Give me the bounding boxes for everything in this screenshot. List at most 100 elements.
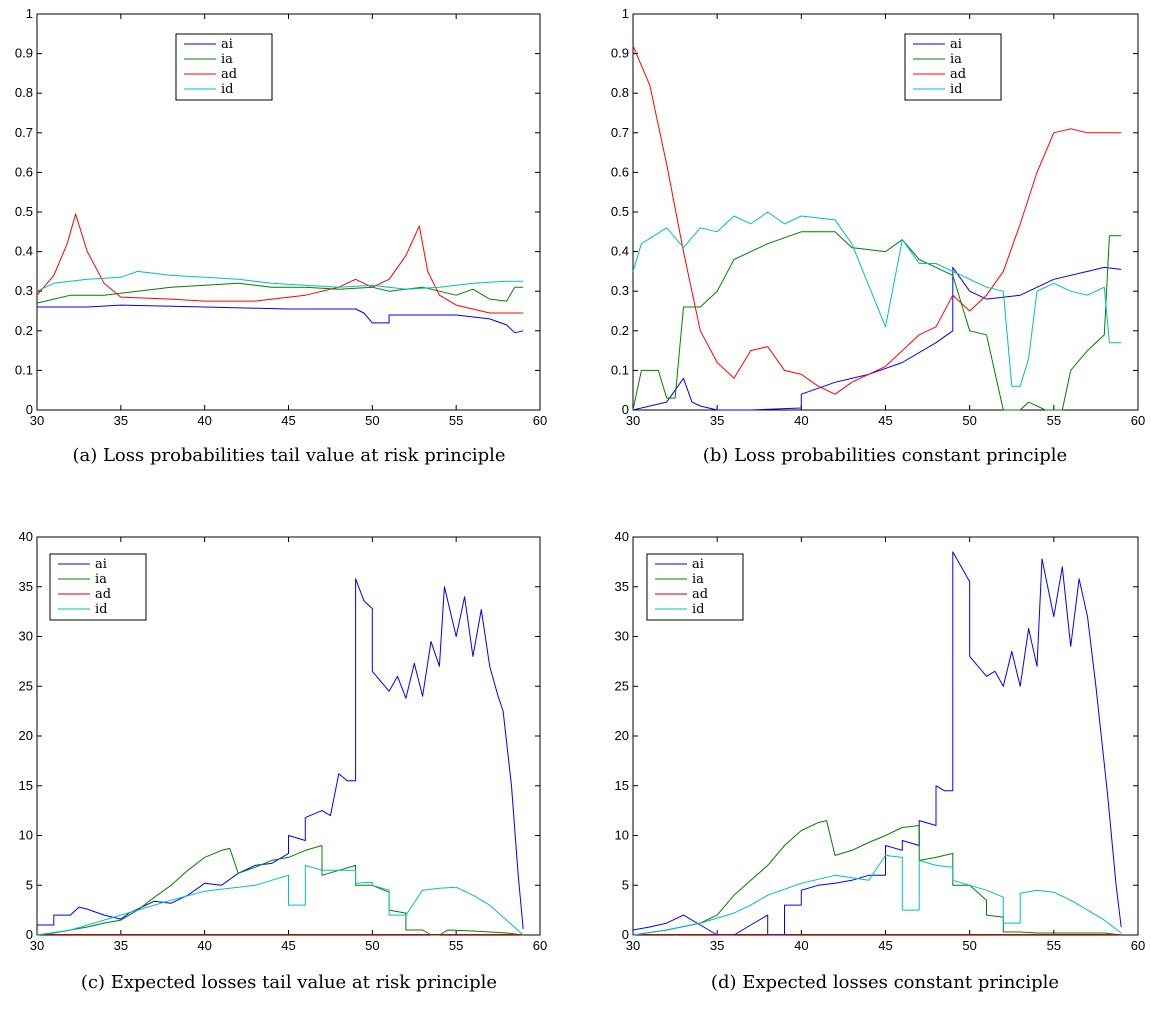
y-tick-label: 0.3 (15, 283, 33, 298)
x-tick-label: 45 (878, 938, 892, 953)
y-tick-label: 0.4 (611, 244, 629, 259)
x-tick-label: 50 (962, 413, 976, 428)
series-line-ia (36, 282, 524, 304)
series-line-id (36, 864, 524, 936)
x-tick-label: 40 (197, 938, 211, 953)
x-tick-label: 35 (114, 413, 128, 428)
legend-label-ad: ad (221, 67, 237, 82)
x-tick-label: 45 (281, 413, 295, 428)
y-tick-label: 0.1 (611, 362, 629, 377)
x-tick-label: 30 (30, 413, 44, 428)
y-tick-label: 30 (19, 629, 33, 644)
legend-label-ai: ai (692, 557, 704, 572)
plot-area (632, 13, 1139, 411)
series-line-ai (632, 266, 1122, 411)
chart-panel-a: 30 35 40 45 50 55 60 0 0.1 0.2 0.3 0.4 0.5 0.6 0.7 0.8 0… (15, 6, 547, 466)
y-tick-label: 25 (19, 678, 33, 693)
y-tick-label: 35 (615, 579, 629, 594)
y-tick-label: 15 (615, 778, 629, 793)
y-tick-label: 5 (26, 877, 33, 892)
legend-label-ad: ad (692, 587, 708, 602)
y-tick-label: 0.6 (611, 164, 629, 179)
legend-label-id: id (95, 602, 107, 617)
x-tick-label: 40 (794, 938, 808, 953)
series-line-id (632, 854, 1122, 936)
legend-label-ad: ad (950, 67, 966, 82)
y-tick-label: 0.8 (611, 85, 629, 100)
y-tick-label: 0.8 (15, 85, 33, 100)
legend-box (904, 33, 1002, 101)
x-tick-label: 30 (626, 938, 640, 953)
y-tick-label: 10 (615, 828, 629, 843)
x-tick-label: 50 (365, 938, 379, 953)
x-tick-label: 60 (533, 938, 547, 953)
x-tick-label: 45 (281, 938, 295, 953)
y-tick-label: 0 (622, 927, 629, 942)
legend-label-ia: ia (95, 572, 107, 587)
x-tick-label: 60 (1131, 413, 1145, 428)
chart-caption: (b) Loss probabilities constant principl… (703, 445, 1067, 466)
legend-box (49, 553, 147, 621)
legend-label-ai: ai (95, 557, 107, 572)
legend-label-ia: ia (692, 572, 704, 587)
series-line-ai (37, 304, 524, 334)
y-tick-label: 0.2 (611, 323, 629, 338)
y-tick-label: 30 (615, 629, 629, 644)
y-tick-label: 0.3 (611, 283, 629, 298)
y-tick-label: 1 (622, 6, 629, 21)
y-tick-label: 0.5 (15, 204, 33, 219)
x-tick-label: 55 (449, 938, 463, 953)
series-line-ia (632, 820, 1122, 936)
x-tick-label: 55 (449, 413, 463, 428)
y-tick-label: 0.6 (15, 164, 33, 179)
y-tick-label: 5 (622, 877, 629, 892)
series-line-ai (632, 551, 1122, 936)
x-tick-label: 45 (878, 413, 892, 428)
y-tick-label: 40 (615, 529, 629, 544)
series-line-ad (632, 45, 1122, 395)
chart-panel-b: 30 35 40 45 50 55 60 0 0.1 0.2 0.3 0.4 0.5 0.6 0.7 0.8 0… (611, 6, 1145, 466)
legend-label-id: id (692, 602, 704, 617)
x-tick-label: 55 (1047, 413, 1061, 428)
x-tick-label: 35 (710, 938, 724, 953)
legend-label-ia: ia (950, 52, 962, 67)
y-tick-label: 0.2 (15, 323, 33, 338)
legend-box (175, 33, 273, 101)
plot-area (36, 13, 541, 411)
chart-caption: (a) Loss probabilities tail value at ris… (72, 445, 505, 466)
x-tick-label: 30 (626, 413, 640, 428)
y-tick-label: 0.7 (15, 125, 33, 140)
y-tick-label: 1 (26, 6, 33, 21)
x-tick-label: 40 (794, 413, 808, 428)
legend-label-ad: ad (95, 587, 111, 602)
y-tick-label: 40 (19, 529, 33, 544)
legend-label-ai: ai (221, 37, 233, 52)
y-tick-label: 35 (19, 579, 33, 594)
x-tick-label: 35 (114, 938, 128, 953)
y-tick-label: 20 (19, 728, 33, 743)
legend-label-id: id (950, 82, 962, 97)
y-tick-label: 10 (19, 828, 33, 843)
chart-caption: (d) Expected losses constant principle (711, 972, 1059, 993)
x-tick-label: 30 (30, 938, 44, 953)
y-tick-label: 0.5 (611, 204, 629, 219)
y-tick-label: 0 (26, 402, 33, 417)
x-tick-label: 60 (1131, 938, 1145, 953)
x-tick-label: 50 (962, 938, 976, 953)
series-line-id (36, 270, 524, 292)
x-tick-label: 60 (533, 413, 547, 428)
y-tick-label: 20 (615, 728, 629, 743)
x-tick-label: 40 (197, 413, 211, 428)
y-tick-label: 0.9 (15, 46, 33, 61)
legend-label-ai: ai (950, 37, 962, 52)
y-tick-label: 0 (622, 402, 629, 417)
x-tick-label: 35 (710, 413, 724, 428)
legend-label-id: id (221, 82, 233, 97)
y-tick-label: 25 (615, 678, 629, 693)
y-tick-label: 0.4 (15, 244, 33, 259)
